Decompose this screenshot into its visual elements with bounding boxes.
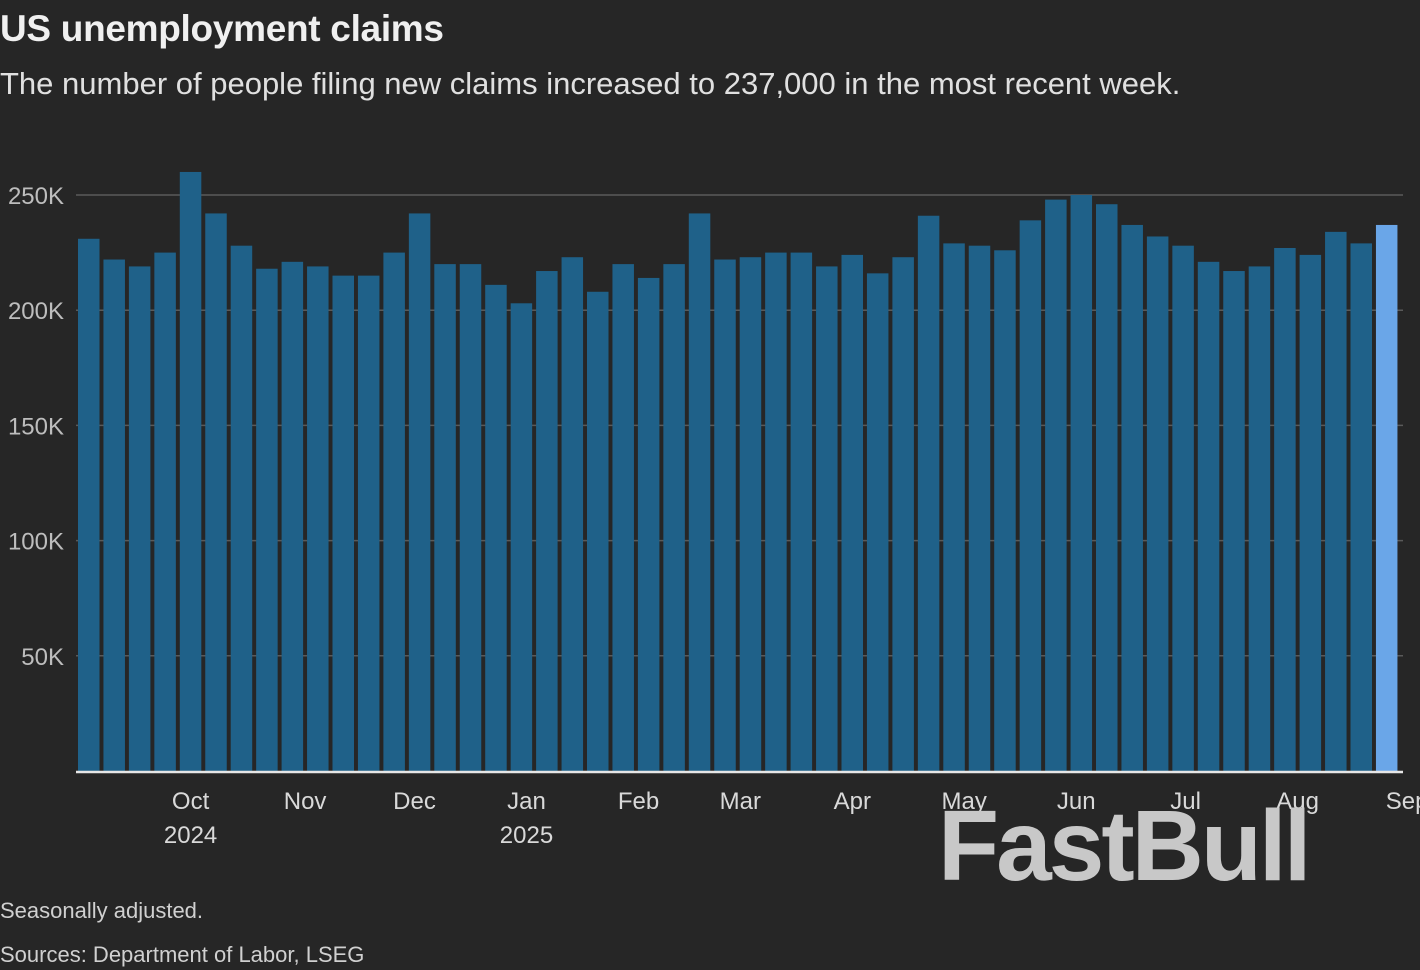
bar: [765, 252, 787, 772]
bar: [128, 266, 151, 771]
bar: [688, 213, 711, 771]
bar: [663, 264, 685, 771]
x-axis-tick-labels: Oct 2024 Nov Dec Jan 2025 Feb Mar Apr May Jun Jul Au…: [164, 788, 1420, 849]
x-tick-label-month: Dec: [393, 788, 436, 815]
x-tick-label-month: Mar: [720, 788, 761, 815]
source-note: Sources: Department of Labor, LSEG: [0, 942, 365, 967]
bar: [103, 259, 125, 771]
x-tick-label-month: Aug: [1276, 788, 1319, 815]
bar: [739, 257, 762, 772]
bar: [434, 264, 456, 771]
bar: [994, 250, 1016, 772]
bar: [816, 266, 838, 771]
bar: [612, 264, 634, 771]
bar: [1299, 254, 1322, 771]
bar: [205, 213, 227, 771]
bar: [587, 291, 609, 771]
x-tick-label-month: Sep: [1386, 788, 1420, 815]
x-tick-label-year: 2024: [164, 822, 217, 849]
bar: [154, 252, 176, 772]
bar: [1096, 204, 1118, 772]
x-tick-label-month: Apr: [834, 788, 871, 815]
bar: [510, 303, 533, 771]
bar: [1325, 231, 1347, 772]
bar: [790, 252, 813, 772]
bar: [968, 245, 991, 771]
y-tick-label: 100K: [8, 529, 64, 556]
chart-subtitle: The number of people filing new claims i…: [0, 66, 1181, 101]
bar: [1350, 243, 1372, 771]
bar: [485, 284, 507, 771]
bar: [866, 273, 889, 771]
bar: [561, 257, 584, 772]
bar: [1274, 247, 1296, 772]
bar: [281, 261, 304, 771]
bar: [1248, 266, 1271, 771]
bar: [892, 257, 914, 772]
bar: [1197, 261, 1220, 771]
bar: [408, 213, 431, 771]
chart-title: US unemployment claims: [0, 8, 444, 49]
bar: [637, 277, 660, 771]
x-tick-label-month: Jan: [507, 788, 546, 815]
bar: [943, 243, 965, 771]
x-tick-label-month: Feb: [618, 788, 659, 815]
x-tick-label-month: May: [942, 788, 987, 815]
bar: [714, 259, 736, 771]
x-tick-label-month: Nov: [284, 788, 327, 815]
bar: [357, 275, 380, 771]
x-tick-label-month: Oct: [172, 788, 210, 815]
bar: [917, 215, 940, 772]
y-tick-label: 150K: [8, 413, 64, 440]
bar: [536, 271, 558, 771]
fastbull-watermark: FastBull: [938, 790, 1311, 902]
bar: [1223, 271, 1245, 771]
bar: [383, 252, 405, 772]
bar: [1019, 220, 1042, 772]
x-tick-label-month: Jun: [1057, 788, 1096, 815]
bar: [841, 254, 863, 771]
bar: [1045, 199, 1067, 772]
bar: [307, 266, 329, 771]
x-tick-label-month: Jul: [1170, 788, 1201, 815]
bar: [256, 268, 278, 771]
bar: [1121, 224, 1143, 771]
bar: [459, 264, 482, 771]
y-tick-label: 200K: [8, 298, 64, 325]
bars: [78, 171, 1398, 772]
y-tick-label: 50K: [21, 644, 64, 671]
bar: [1146, 236, 1169, 772]
bar: [78, 238, 100, 771]
bar: [332, 275, 354, 771]
bar-chart: 50K 100K 150K 200K 250K Oct 2024 Nov Dec Jan 2025…: [8, 171, 1420, 849]
bar: [1172, 245, 1194, 771]
x-tick-label-year: 2025: [500, 822, 553, 849]
y-axis-tick-labels: 50K 100K 150K 200K 250K: [8, 183, 64, 671]
bar-latest-week: [1375, 224, 1398, 771]
bar: [1070, 195, 1093, 771]
y-tick-label: 250K: [8, 183, 64, 210]
footnote-seasonally-adjusted: Seasonally adjusted.: [0, 898, 204, 923]
bar: [179, 171, 202, 771]
bar: [230, 245, 253, 771]
